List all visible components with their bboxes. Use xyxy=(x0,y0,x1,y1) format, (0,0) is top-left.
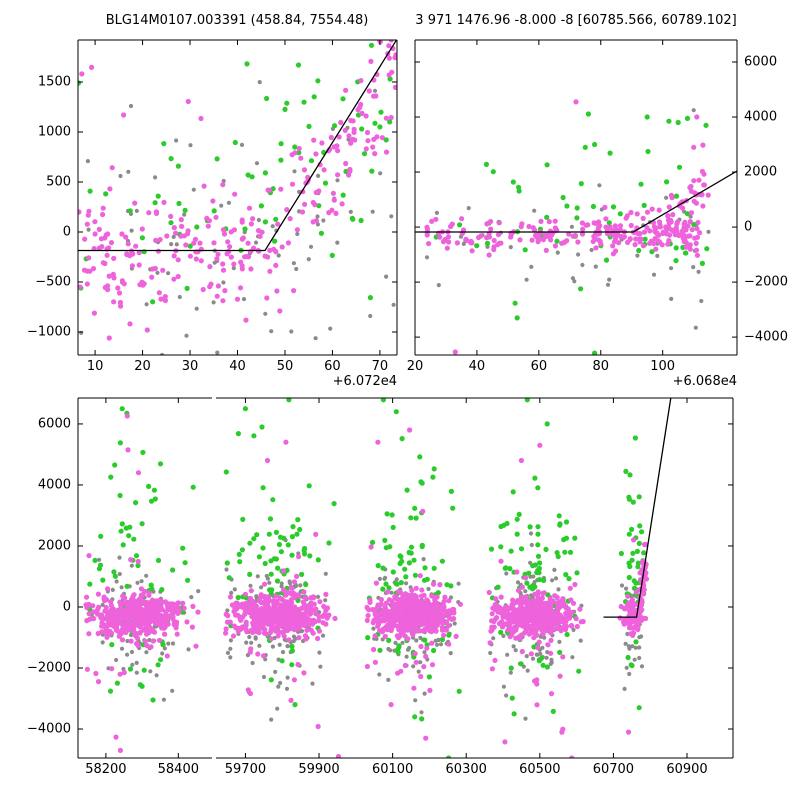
tick-label: 500 xyxy=(46,175,71,190)
tick-label: 80 xyxy=(592,359,609,374)
panel-title-right: 3 971 1476.96 -8.000 -8 [60785.566, 6078… xyxy=(415,13,737,28)
tick-label: 58200 xyxy=(85,762,126,777)
top-left-zoom-panel-model-line xyxy=(78,40,397,252)
tick-label: 2000 xyxy=(38,538,71,553)
tick-label: +6.068e4 xyxy=(673,374,737,389)
tick-label: 60900 xyxy=(666,762,707,777)
bottom-full-lightcurve-panel-points xyxy=(83,398,672,758)
tick-label: 1500 xyxy=(38,75,71,90)
tick-label: 60300 xyxy=(446,762,487,777)
tick-label: 40 xyxy=(469,359,486,374)
bottom-full-lightcurve-panel-axes: 58200 58400 59700 59900 60100 60300 60500 60700… xyxy=(27,397,734,777)
tick-label: 59900 xyxy=(298,762,339,777)
tick-label: 1000 xyxy=(38,125,71,140)
tick-label: 10 xyxy=(87,359,104,374)
top-left-zoom-panel-axes: 10 20 30 40 50 60 70+6.072e4 1500 1000 500 0 −500 −1… xyxy=(27,39,398,389)
bottom-full-lightcurve-panel-model-line xyxy=(603,398,672,618)
tick-label: 60500 xyxy=(519,762,560,777)
top-right-season-panel-points xyxy=(415,99,737,355)
tick-label: 4000 xyxy=(38,477,71,492)
tick-label: 100 xyxy=(650,359,675,374)
tick-label: 2000 xyxy=(744,165,777,180)
tick-label: +6.072e4 xyxy=(333,374,397,389)
tick-label: 0 xyxy=(63,225,71,240)
tick-label: 70 xyxy=(372,359,389,374)
tick-label: −4000 xyxy=(744,330,788,345)
top-right-season-panel-axes: 20 40 60 80 100+6.068e4 6000 4000 2000 0 −2000 −40… xyxy=(407,39,788,389)
tick-label: 40 xyxy=(229,359,246,374)
tick-label: 0 xyxy=(63,599,71,614)
tick-label: 60100 xyxy=(372,762,413,777)
tick-label: 58400 xyxy=(158,762,199,777)
top-right-season-panel-model-line xyxy=(415,170,737,233)
tick-label: 6000 xyxy=(744,55,777,70)
tick-label: 20 xyxy=(134,359,151,374)
tick-label: 59700 xyxy=(225,762,266,777)
tick-label: −4000 xyxy=(27,722,71,737)
tick-label: −2000 xyxy=(744,275,788,290)
tick-label: −500 xyxy=(35,275,71,290)
tick-label: −1000 xyxy=(27,325,71,340)
tick-label: 60700 xyxy=(593,762,634,777)
tick-label: 4000 xyxy=(744,110,777,125)
tick-label: 20 xyxy=(407,359,424,374)
tick-label: −2000 xyxy=(27,661,71,676)
tick-label: 6000 xyxy=(38,416,71,431)
tick-label: 30 xyxy=(182,359,199,374)
tick-label: 50 xyxy=(277,359,294,374)
tick-label: 60 xyxy=(324,359,341,374)
tick-label: 0 xyxy=(744,220,752,235)
top-left-zoom-panel-points xyxy=(78,40,397,355)
panel-title-left: BLG14M0107.003391 (458.84, 7554.48) xyxy=(105,13,369,28)
tick-label: 60 xyxy=(531,359,548,374)
